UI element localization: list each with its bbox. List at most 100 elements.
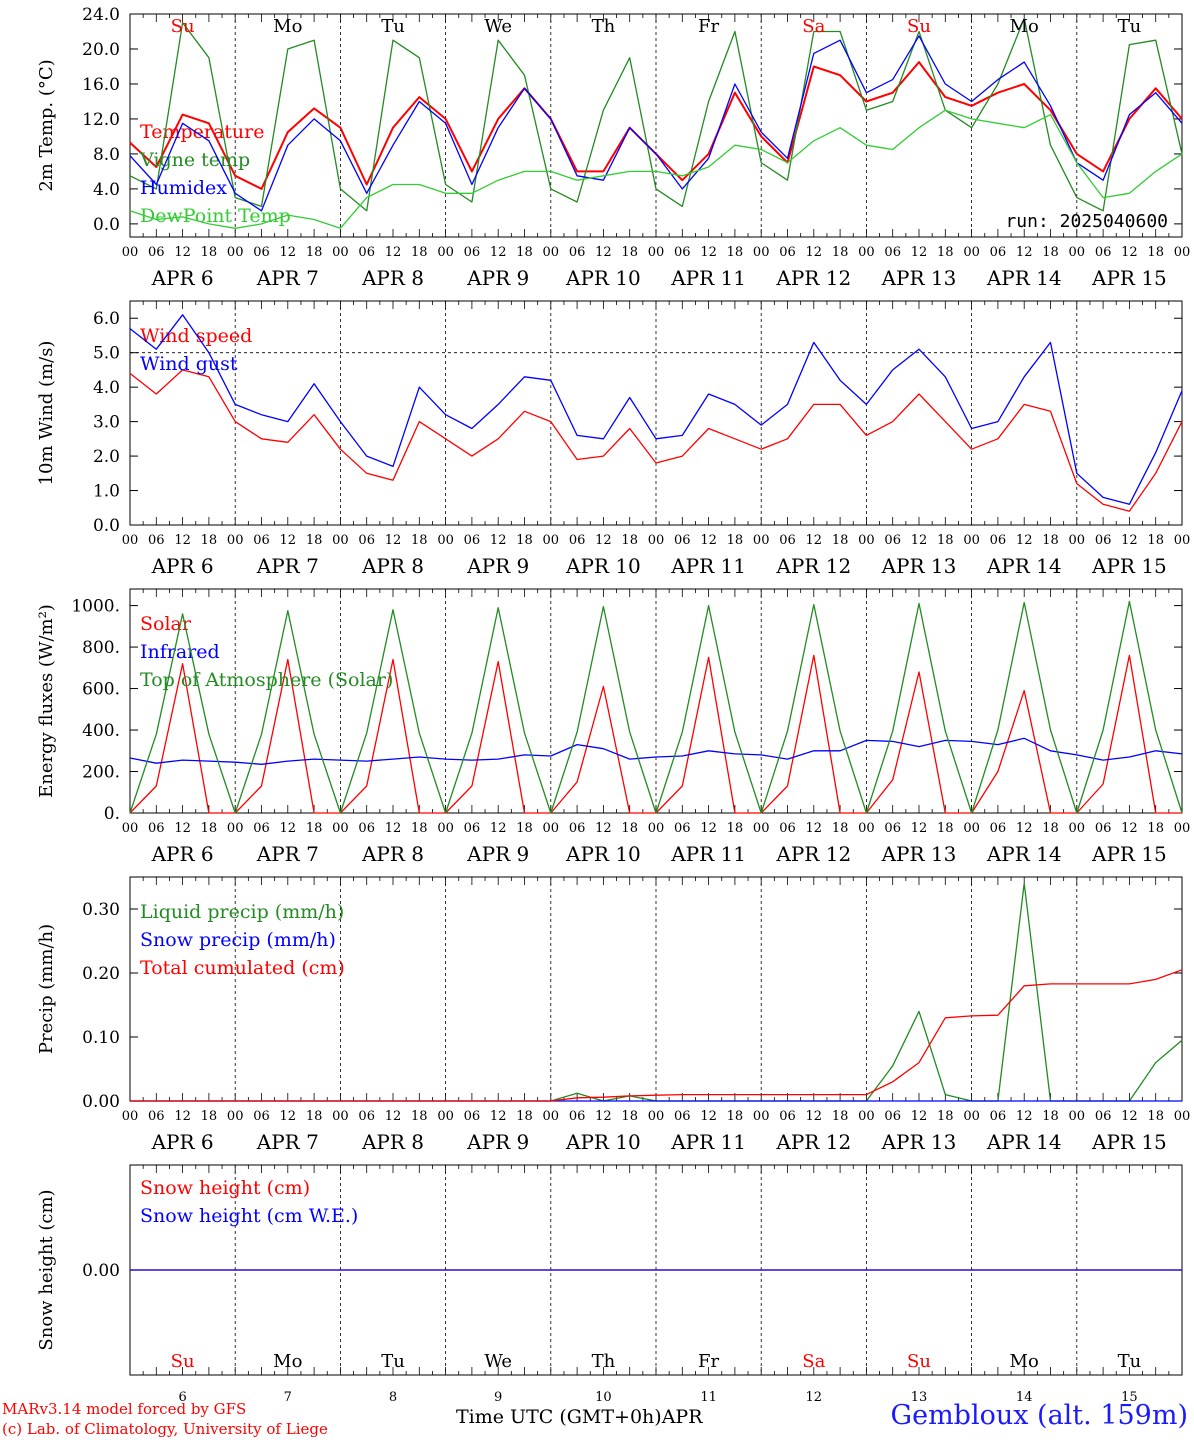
hour-label: 12 bbox=[595, 1109, 612, 1124]
hour-label: 06 bbox=[990, 821, 1007, 836]
y-tick-label: 0.0 bbox=[93, 215, 120, 235]
hour-label: 00 bbox=[543, 821, 560, 836]
date-label: APR 12 bbox=[775, 842, 851, 866]
hour-label: 06 bbox=[1095, 533, 1112, 548]
hour-label: 18 bbox=[516, 245, 533, 260]
hour-label: 18 bbox=[832, 1109, 849, 1124]
date-label: APR 14 bbox=[986, 842, 1062, 866]
date-label: APR 13 bbox=[881, 266, 957, 290]
day-number: 12 bbox=[806, 1390, 823, 1405]
hour-label: 18 bbox=[937, 245, 954, 260]
day-number: 7 bbox=[284, 1390, 292, 1405]
y-tick-label: 0.00 bbox=[82, 1261, 120, 1281]
hour-label: 06 bbox=[674, 821, 691, 836]
date-label: APR 6 bbox=[151, 554, 214, 578]
hour-label: 00 bbox=[543, 1109, 560, 1124]
y-tick-label: 4.0 bbox=[93, 378, 120, 398]
day-number: 15 bbox=[1121, 1390, 1138, 1405]
date-label: APR 7 bbox=[256, 1130, 319, 1154]
hour-label: 00 bbox=[648, 533, 665, 548]
hour-label: 00 bbox=[1174, 821, 1191, 836]
hour-label: 18 bbox=[832, 821, 849, 836]
date-label: APR 10 bbox=[565, 266, 641, 290]
hour-label: 00 bbox=[437, 533, 454, 548]
legend-entry: Vigne temp bbox=[139, 149, 250, 171]
day-number: 11 bbox=[700, 1390, 717, 1405]
hour-label: 12 bbox=[490, 1109, 507, 1124]
hour-label: 06 bbox=[148, 821, 165, 836]
day-abbr: Mo bbox=[1010, 1351, 1039, 1372]
hour-label: 00 bbox=[648, 1109, 665, 1124]
chart-panel-1: 0.0 4.0 8.0 12.0 16.0 20.0 24.0 2m Temp. (°C) Te… bbox=[36, 5, 1190, 290]
hour-label: 06 bbox=[464, 821, 481, 836]
hour-label: 00 bbox=[858, 533, 875, 548]
hour-label: 18 bbox=[1042, 533, 1059, 548]
hour-label: 12 bbox=[806, 1109, 823, 1124]
hour-label: 06 bbox=[990, 245, 1007, 260]
hour-label: 12 bbox=[280, 245, 297, 260]
hour-label: 00 bbox=[1069, 245, 1086, 260]
hour-label: 06 bbox=[779, 821, 796, 836]
day-number: 14 bbox=[1016, 1390, 1033, 1405]
panel-frame bbox=[129, 588, 1183, 814]
hour-label: 12 bbox=[911, 821, 928, 836]
hour-label: 06 bbox=[884, 1109, 901, 1124]
hour-label: 06 bbox=[1095, 1109, 1112, 1124]
legend-entry: DewPoint Temp bbox=[140, 205, 291, 227]
hour-label: 06 bbox=[358, 821, 375, 836]
chart-panel-4: 0.00 0.10 0.20 0.30 Precip (mm/h) Liquid prec… bbox=[36, 876, 1190, 1154]
y-tick-label: 1000. bbox=[71, 597, 120, 617]
hour-label: 12 bbox=[1016, 245, 1033, 260]
y-axis-label: 10m Wind (m/s) bbox=[36, 341, 57, 486]
date-label: APR 10 bbox=[565, 842, 641, 866]
hour-label: 00 bbox=[858, 821, 875, 836]
legend-entry: Snow height (cm) bbox=[140, 1177, 310, 1199]
hour-label: 18 bbox=[621, 821, 638, 836]
date-label: APR 11 bbox=[670, 842, 746, 866]
hour-label: 06 bbox=[464, 245, 481, 260]
hour-label: 12 bbox=[385, 1109, 402, 1124]
y-tick-label: 16.0 bbox=[82, 75, 120, 95]
hour-label: 00 bbox=[753, 533, 770, 548]
series-line-wind-gust bbox=[129, 314, 1183, 505]
hour-label: 12 bbox=[490, 533, 507, 548]
date-label: APR 11 bbox=[670, 1130, 746, 1154]
hour-label: 12 bbox=[174, 245, 191, 260]
hour-label: 06 bbox=[990, 1109, 1007, 1124]
hour-label: 06 bbox=[1095, 245, 1112, 260]
hour-label: 00 bbox=[437, 245, 454, 260]
hour-label: 12 bbox=[700, 821, 717, 836]
hour-label: 12 bbox=[490, 821, 507, 836]
date-label: APR 6 bbox=[151, 266, 214, 290]
date-label: APR 10 bbox=[565, 554, 641, 578]
date-label: APR 7 bbox=[256, 554, 319, 578]
date-label: APR 14 bbox=[986, 554, 1062, 578]
y-tick-label: 400. bbox=[82, 721, 120, 741]
date-label: APR 15 bbox=[1091, 266, 1167, 290]
series-line-humidex bbox=[129, 35, 1183, 212]
time-axis-label: Time UTC (GMT+0h)APR bbox=[456, 1406, 703, 1428]
day-abbr: Sa bbox=[802, 16, 825, 37]
hour-label: 06 bbox=[779, 245, 796, 260]
run-annotation: run: 2025040600 bbox=[1005, 211, 1168, 232]
hour-label: 00 bbox=[122, 821, 139, 836]
y-axis-label: Snow height (cm) bbox=[36, 1189, 57, 1350]
day-number: 10 bbox=[595, 1390, 612, 1405]
legend-entry: Humidex bbox=[140, 177, 227, 199]
hour-label: 06 bbox=[990, 533, 1007, 548]
day-abbr: Tu bbox=[1118, 16, 1142, 37]
hour-label: 12 bbox=[700, 1109, 717, 1124]
hour-label: 18 bbox=[516, 533, 533, 548]
model-credit: MARv3.14 model forced by GFS bbox=[2, 1400, 247, 1418]
hour-label: 18 bbox=[306, 245, 323, 260]
y-axis-label: Precip (mm/h) bbox=[36, 924, 57, 1054]
hour-label: 06 bbox=[253, 533, 270, 548]
series-line-infrared bbox=[129, 737, 1183, 765]
hour-label: 06 bbox=[569, 821, 586, 836]
hour-label: 06 bbox=[148, 245, 165, 260]
y-tick-label: 24.0 bbox=[82, 5, 120, 25]
legend-entry: Wind speed bbox=[140, 325, 252, 347]
hour-label: 18 bbox=[201, 533, 218, 548]
hour-label: 00 bbox=[963, 1109, 980, 1124]
y-tick-label: 5.0 bbox=[93, 344, 120, 364]
